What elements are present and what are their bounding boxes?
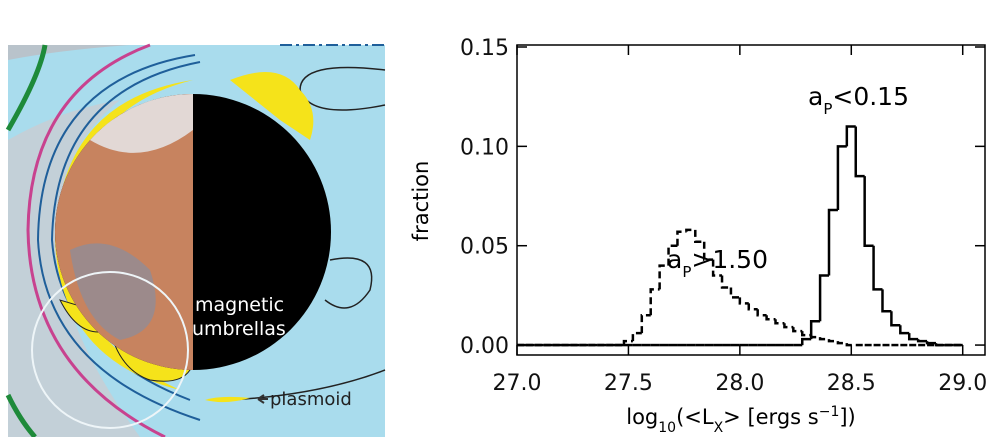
histogram-step — [909, 333, 918, 339]
series-label-part: a — [808, 82, 823, 111]
x-tick-label: 28.5 — [827, 371, 876, 396]
histogram-step — [838, 341, 847, 343]
histogram-step — [686, 230, 695, 232]
x-tick-label: 28.0 — [715, 371, 764, 396]
histogram-step — [767, 315, 776, 319]
series-label-part: a — [667, 245, 682, 274]
histogram-step — [677, 232, 686, 246]
histogram-step — [856, 126, 865, 176]
label: plasmoid — [270, 389, 352, 410]
histogram-step — [936, 343, 945, 345]
x-tick-label: 29.0 — [938, 371, 987, 396]
series-label-part: >1.50 — [691, 245, 768, 274]
histogram-step — [793, 327, 802, 331]
chart: 0.00 0.05 0.10 0.15 27.0 27.5 28.0 28.5 29.0 frac… — [409, 36, 987, 436]
x-axis-label-part: −1 — [819, 404, 840, 420]
histogram-step — [900, 325, 909, 333]
histogram-step — [838, 146, 847, 210]
histogram-step — [633, 333, 642, 341]
histogram-step — [847, 343, 856, 345]
x-tick-label: 27.5 — [604, 371, 653, 396]
x-axis-label-part: (<L — [676, 405, 714, 429]
series-label-part: <0.15 — [832, 82, 909, 111]
label: umbrellas — [192, 318, 286, 340]
histogram-step — [820, 337, 829, 339]
histogram-step — [918, 339, 927, 341]
histogram-step — [847, 126, 856, 146]
histogram-step — [874, 246, 883, 290]
histogram-step — [820, 276, 829, 322]
histogram-step — [829, 210, 838, 276]
plot-frame — [517, 45, 985, 355]
histogram-step — [651, 289, 660, 315]
histogram-step — [784, 323, 793, 327]
series-label-part: P — [682, 263, 691, 281]
y-tick-label: 0.15 — [460, 36, 509, 61]
histogram-step — [882, 289, 891, 311]
histogram-step — [731, 287, 740, 297]
histogram-step — [740, 297, 749, 303]
histogram-step — [758, 309, 767, 315]
y-axis-label: fraction — [409, 161, 433, 242]
histogram-step — [802, 331, 811, 335]
illustration: magnetic umbrellas plasmoid — [8, 45, 385, 437]
x-axis-label: log10(<LX> [ergs s−1]) — [626, 404, 856, 436]
histogram-step — [642, 315, 651, 333]
label: magnetic — [195, 294, 284, 316]
series-label: aP>1.50 — [667, 245, 768, 281]
y-tick-label: 0.10 — [460, 135, 509, 160]
histogram-step — [776, 319, 785, 323]
x-axis-label-part: > [ergs s — [723, 405, 819, 429]
histogram-step — [829, 339, 838, 341]
x-axis-label-part: X — [714, 420, 724, 436]
histogram-step — [749, 303, 758, 309]
histogram-step — [811, 335, 820, 337]
histogram-step — [891, 311, 900, 325]
histogram-step — [802, 339, 811, 345]
x-tick-label: 27.0 — [493, 371, 542, 396]
x-axis-label-part: ]) — [839, 405, 855, 429]
series-label-part: P — [823, 100, 832, 118]
page: magnetic umbrellas plasmoid 0.00 0.05 0.10… — [0, 0, 992, 437]
x-axis-label-part: 10 — [658, 420, 676, 436]
y-tick-label: 0.05 — [460, 235, 509, 260]
histogram-step — [722, 276, 731, 288]
y-tick-label: 0.00 — [460, 334, 509, 359]
histogram-step — [695, 230, 704, 242]
x-axis-label-part: log — [626, 405, 658, 429]
histogram-step — [865, 176, 874, 246]
series-label: aP<0.15 — [808, 82, 909, 118]
histogram-step — [927, 341, 936, 343]
